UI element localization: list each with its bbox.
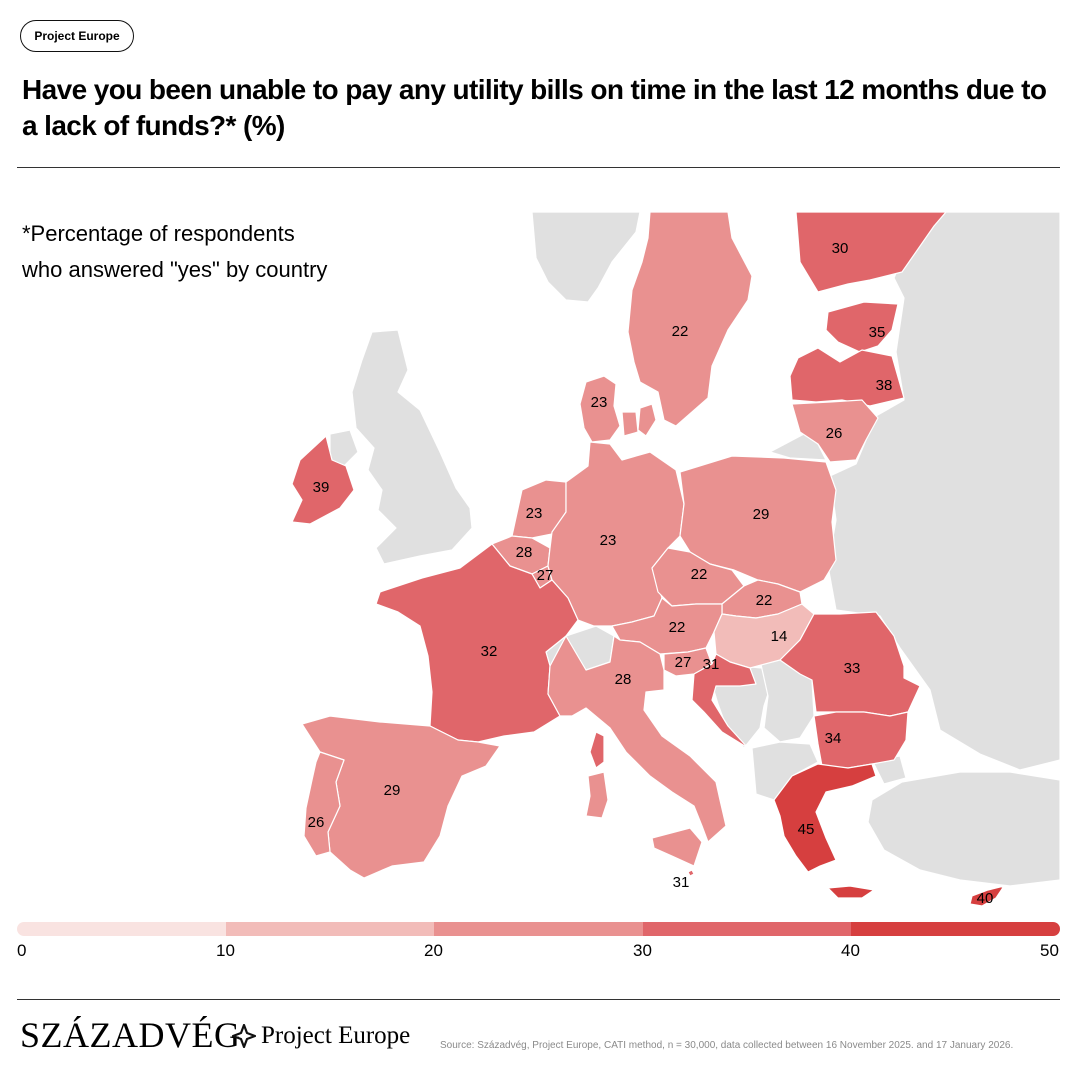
legend-color-scale — [17, 922, 1060, 936]
country-romania — [779, 611, 921, 717]
country-malta — [687, 869, 695, 877]
top-divider — [17, 167, 1060, 168]
country-sardinia — [585, 771, 609, 819]
legend-tick-10: 10 — [216, 941, 235, 960]
label-germany: 23 — [600, 532, 617, 549]
country-estonia — [825, 301, 899, 353]
label-hungary: 14 — [771, 628, 788, 645]
source-note: Source: Századvég, Project Europe, CATI … — [440, 1040, 1014, 1051]
country-croatia — [691, 653, 757, 749]
label-estonia: 35 — [869, 324, 886, 341]
szazadveg-logo: SZÁZADVÉG — [20, 1015, 241, 1055]
star-logo-icon — [232, 1024, 256, 1048]
legend-band-40-50 — [851, 922, 1060, 936]
label-italy: 28 — [615, 671, 632, 688]
map-note: *Percentage of respondents who answered … — [22, 221, 328, 282]
label-bulgaria: 34 — [825, 730, 842, 747]
label-france: 32 — [481, 643, 498, 660]
label-slovenia: 27 — [675, 654, 692, 671]
country-sicily — [651, 827, 703, 867]
label-spain: 29 — [384, 782, 401, 799]
country-turkey — [867, 771, 1061, 887]
legend-tick-50: 50 — [1040, 941, 1059, 960]
label-slovakia: 22 — [756, 592, 773, 609]
country-russia-belarus-ukraine — [827, 211, 1061, 771]
project-europe-logo: Project Europe — [232, 1022, 410, 1050]
legend-tick-40: 40 — [841, 941, 860, 960]
country-greece — [773, 763, 877, 873]
country-bulgaria — [813, 711, 909, 769]
label-lithuania: 26 — [826, 425, 843, 442]
country-corsica — [589, 731, 605, 769]
legend-tick-30: 30 — [633, 941, 652, 960]
label-greece: 45 — [798, 821, 815, 838]
country-ireland — [291, 435, 355, 525]
label-ireland: 39 — [313, 479, 330, 496]
label-netherlands: 23 — [526, 505, 543, 522]
country-great-britain — [351, 329, 473, 565]
country-albania-macedonia — [751, 741, 819, 801]
legend-band-10-20 — [225, 922, 435, 936]
country-gotland — [637, 403, 657, 437]
country-denmark-zealand — [621, 411, 639, 437]
label-latvia: 38 — [876, 377, 893, 394]
legend-band-20-30 — [434, 922, 643, 936]
label-belgium: 28 — [516, 544, 533, 561]
label-romania: 33 — [844, 660, 861, 677]
country-italy — [547, 635, 727, 843]
country-sweden — [627, 211, 753, 427]
label-sweden: 22 — [672, 323, 689, 340]
label-cyprus: 40 — [977, 890, 994, 907]
country-crete — [827, 885, 875, 899]
legend-tick-20: 20 — [424, 941, 443, 960]
label-finland: 30 — [832, 240, 849, 257]
label-austria: 22 — [669, 619, 686, 636]
country-denmark — [579, 375, 621, 443]
label-croatia: 31 — [703, 656, 720, 673]
country-norway — [531, 211, 641, 303]
project-europe-tag: Project Europe — [20, 20, 134, 52]
label-portugal: 26 — [308, 814, 325, 831]
label-czechia: 22 — [691, 566, 708, 583]
label-poland: 29 — [753, 506, 770, 523]
label-luxembourg: 27 — [537, 567, 554, 584]
country-lithuania — [791, 399, 879, 463]
country-latvia — [789, 347, 905, 407]
legend-tick-0: 0 — [17, 941, 27, 960]
country-portugal — [303, 751, 345, 857]
label-malta: 31 — [673, 874, 690, 891]
country-finland — [795, 211, 947, 293]
legend-band-0-10 — [17, 922, 226, 936]
bottom-divider — [17, 999, 1060, 1000]
legend-band-30-40 — [642, 922, 852, 936]
project-europe-logo-text: Project Europe — [261, 1022, 411, 1049]
country-cyprus — [969, 885, 1005, 907]
chart-title: Have you been unable to pay any utility … — [22, 74, 1047, 141]
label-denmark: 23 — [591, 394, 608, 411]
